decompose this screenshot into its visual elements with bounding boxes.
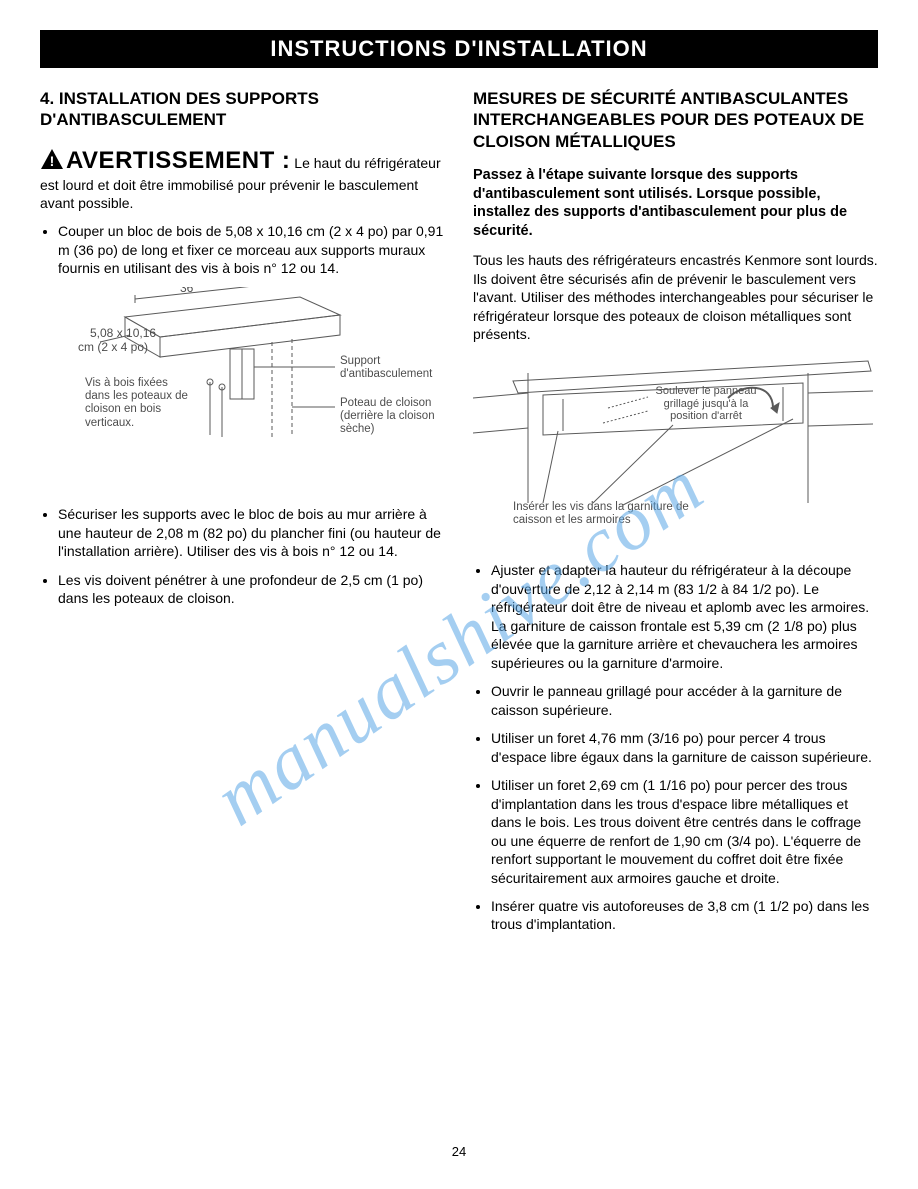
svg-text:!: ! — [50, 153, 55, 169]
right-intro: Tous les hauts des réfrigérateurs encast… — [473, 251, 878, 343]
warning-word: AVERTISSEMENT : — [66, 147, 290, 174]
list-item: Insérer quatre vis autoforeuses de 3,8 c… — [491, 897, 878, 934]
fig-label-vis: Vis à bois fixées dans les poteaux de cl… — [85, 377, 195, 430]
right-heading: MESURES DE SÉCURITÉ ANTIBASCULANTES INTE… — [473, 88, 878, 152]
list-item: Sécuriser les supports avec le bloc de b… — [58, 505, 445, 560]
page-container: INSTRUCTIONS D'INSTALLATION 4. INSTALLAT… — [0, 0, 918, 1189]
left-heading: 4. INSTALLATION DES SUPPORTS D'ANTIBASCU… — [40, 88, 445, 131]
fig-label-support: Support d'antibasculement — [340, 355, 440, 381]
warning-paragraph: ! AVERTISSEMENT : Le haut du réfrigérate… — [40, 145, 445, 213]
warning-triangle-icon: ! — [40, 148, 64, 174]
right-bullets: Ajuster et adapter la hauteur du réfrigé… — [473, 561, 878, 933]
fig-label-36: 36" — [180, 287, 198, 295]
fig-label-soulever: Soulever le panneau grillagé jusqu'à la … — [651, 385, 761, 423]
list-item: Couper un bloc de bois de 5,08 x 10,16 c… — [58, 222, 445, 277]
fig-label-dim2: cm (2 x 4 po) — [78, 340, 148, 354]
list-item: Utiliser un foret 2,69 cm (1 1/16 po) po… — [491, 776, 878, 887]
two-column-layout: 4. INSTALLATION DES SUPPORTS D'ANTIBASCU… — [40, 88, 878, 944]
right-column: MESURES DE SÉCURITÉ ANTIBASCULANTES INTE… — [473, 88, 878, 944]
fig-label-poteau: Poteau de cloison (derrière la cloison s… — [340, 397, 440, 437]
fig-label-dim: 5,08 x 10,16 — [90, 326, 156, 340]
fig-label-inserer: Insérer les vis dans la garniture de cai… — [513, 501, 693, 527]
page-number: 24 — [40, 1144, 878, 1159]
left-bottom-bullets: Sécuriser les supports avec le bloc de b… — [40, 505, 445, 607]
left-top-bullets: Couper un bloc de bois de 5,08 x 10,16 c… — [40, 222, 445, 277]
list-item: Ouvrir le panneau grillagé pour accéder … — [491, 682, 878, 719]
figure-right: Soulever le panneau grillagé jusqu'à la … — [473, 353, 878, 543]
figure-left: 36" 5,08 x 10,16 cm (2 x 4 po) Vis à boi… — [40, 287, 445, 487]
list-item: Les vis doivent pénétrer à une profondeu… — [58, 571, 445, 608]
list-item: Utiliser un foret 4,76 mm (3/16 po) pour… — [491, 729, 878, 766]
left-column: 4. INSTALLATION DES SUPPORTS D'ANTIBASCU… — [40, 88, 445, 944]
list-item: Ajuster et adapter la hauteur du réfrigé… — [491, 561, 878, 672]
title-bar: INSTRUCTIONS D'INSTALLATION — [40, 30, 878, 68]
right-bold-intro: Passez à l'étape suivante lorsque des su… — [473, 166, 878, 241]
